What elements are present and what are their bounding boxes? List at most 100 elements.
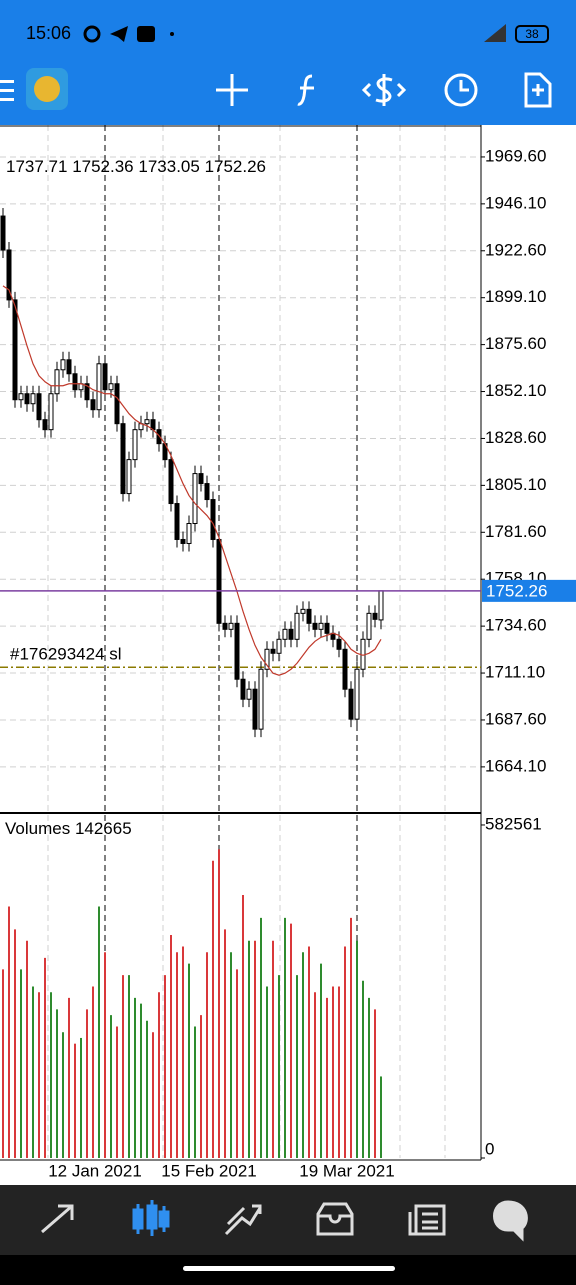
candle-body xyxy=(246,688,252,700)
crosshair-button[interactable] xyxy=(216,74,248,106)
candle-body xyxy=(102,363,108,391)
candle-body xyxy=(348,688,354,720)
candle-body xyxy=(300,608,306,614)
ohlc-info: 1737.71 1752.36 1733.05 1752.26 xyxy=(6,157,266,176)
candle-body xyxy=(66,359,72,375)
candle-body xyxy=(210,499,216,540)
candle-body xyxy=(42,419,48,431)
trade-tab[interactable] xyxy=(224,1204,262,1236)
candle-body xyxy=(228,622,234,630)
candle-body xyxy=(318,622,324,630)
ohlc-close: 1752.26 xyxy=(205,157,266,176)
home-indicator xyxy=(183,1266,395,1271)
candle-body xyxy=(258,668,264,730)
y-tick-label: 1805.10 xyxy=(485,475,546,494)
candle-body xyxy=(186,523,192,544)
volume-info: Volumes 142665 xyxy=(5,819,132,838)
quotes-tab[interactable] xyxy=(41,1204,74,1234)
candle-body xyxy=(120,423,126,495)
toolbar-icons xyxy=(216,72,552,108)
candle-body xyxy=(378,590,384,621)
candle-body xyxy=(126,459,132,495)
y-tick-label: 1828.60 xyxy=(485,428,546,447)
status-icon xyxy=(137,26,155,42)
volume-tick-label: 582561 xyxy=(485,814,542,833)
candle-body xyxy=(366,612,372,640)
candle-body xyxy=(144,419,150,425)
template-button[interactable] xyxy=(524,72,552,108)
candle-body xyxy=(288,628,294,640)
candle-body xyxy=(72,373,78,391)
order-label: #176293424 sl xyxy=(10,645,122,664)
app-logo-coin xyxy=(34,76,60,102)
header-bg xyxy=(0,0,576,125)
y-tick-label: 1899.10 xyxy=(485,287,546,306)
charts-tab[interactable] xyxy=(132,1200,170,1236)
candle-body xyxy=(354,668,360,720)
candle-body xyxy=(132,429,138,461)
candle-body xyxy=(336,638,342,650)
status-time: 15:06 xyxy=(26,23,71,43)
candle-body xyxy=(96,363,102,411)
candle-body xyxy=(216,538,222,624)
candle-body xyxy=(372,612,378,620)
status-icon xyxy=(170,32,174,36)
menu-button[interactable] xyxy=(0,80,14,101)
indicators-button[interactable] xyxy=(297,74,314,106)
y-tick-label: 1664.10 xyxy=(485,756,546,775)
candle-body xyxy=(114,383,120,425)
battery-icon xyxy=(515,25,549,43)
candle-body xyxy=(84,383,90,401)
y-tick-label: 1734.60 xyxy=(485,616,546,635)
candle-body xyxy=(204,483,210,501)
ohlc-low: 1733.05 xyxy=(138,157,199,176)
chart: 1969.60 1946.10 1922.60 1899.10 1875.60 1852.… xyxy=(0,125,576,1180)
candle-body xyxy=(234,622,240,680)
candle-body xyxy=(0,215,6,251)
news-tab[interactable] xyxy=(408,1204,446,1236)
candle-body xyxy=(30,393,36,405)
candle-body xyxy=(270,648,276,654)
y-tick-label: 1711.10 xyxy=(485,663,545,682)
candle-body xyxy=(108,383,114,391)
candle-body xyxy=(282,628,288,640)
candle-body xyxy=(54,369,60,395)
volume-current: 142665 xyxy=(75,819,132,838)
ohlc-open: 1737.71 xyxy=(6,157,67,176)
candle-body xyxy=(90,399,96,411)
candle-body xyxy=(6,249,12,301)
candle-body xyxy=(36,393,42,421)
candle-body xyxy=(192,473,198,525)
y-tick-label: 1875.60 xyxy=(485,334,546,353)
candle-body xyxy=(18,393,24,401)
candle-body xyxy=(294,612,300,640)
history-tab[interactable] xyxy=(316,1202,354,1236)
candle-body xyxy=(306,608,312,624)
signal-icon xyxy=(484,24,506,42)
candle-body xyxy=(342,648,348,690)
candle-body xyxy=(24,393,30,405)
status-icon xyxy=(83,25,101,43)
chart-bg xyxy=(0,125,576,1185)
timeframe-button[interactable] xyxy=(444,73,478,107)
y-tick-label: 1922.60 xyxy=(485,240,546,259)
status-icon xyxy=(110,26,128,42)
y-tick-label: 1781.60 xyxy=(485,522,546,541)
y-tick-label: 1687.60 xyxy=(485,709,546,728)
volume-tick-label: 0 xyxy=(485,1139,494,1158)
candle-body xyxy=(264,648,270,670)
y-tick-label: 1852.10 xyxy=(485,381,546,400)
last-price-tag-bg xyxy=(482,579,576,602)
candle-body xyxy=(222,622,228,630)
candle-body xyxy=(312,622,318,630)
trade-button[interactable] xyxy=(361,74,407,106)
volume-title: Volumes xyxy=(5,819,70,838)
candle-body xyxy=(240,678,246,700)
candle-body xyxy=(180,538,186,544)
battery-level: 38 xyxy=(525,27,539,41)
messages-tab[interactable] xyxy=(493,1200,528,1242)
moving-average xyxy=(2,285,382,676)
y-tick-label: 1946.10 xyxy=(485,193,546,212)
